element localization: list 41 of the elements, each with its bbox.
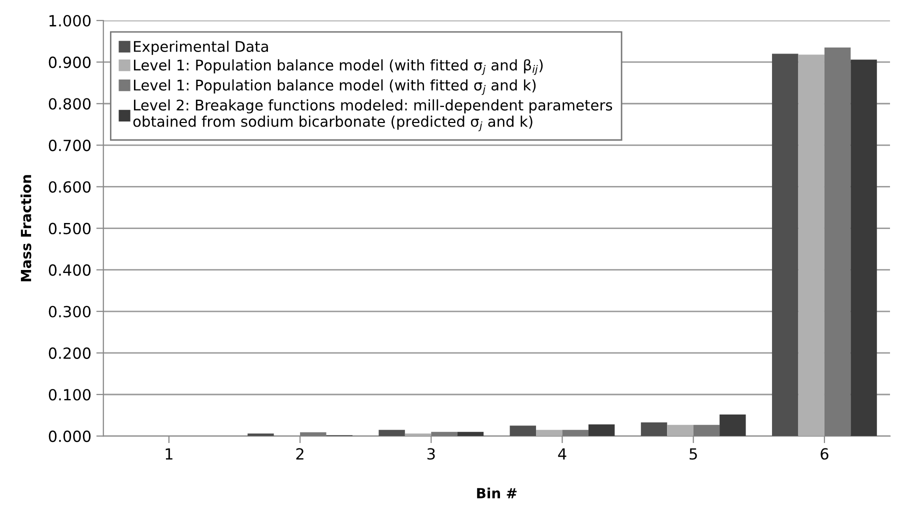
legend-label: Experimental Data [134,40,268,55]
x-tick-label: 2 [296,448,304,460]
bar [404,434,432,436]
bar [378,430,405,436]
bar [536,430,562,436]
x-tick-label: 1 [166,448,172,460]
bar [431,432,458,436]
legend-label: Level 1: Population balance model (with fitted σ$_{j}$ and k) [134,79,536,95]
bar [693,424,720,436]
bar [640,422,668,436]
x-tick-label: 5 [690,448,697,460]
bar [772,54,798,436]
x-tick-label: 4 [558,448,566,460]
bar [667,424,694,436]
y-tick-label: 0.100 [48,388,91,401]
y-tick-label: 1.000 [50,14,91,27]
bar [562,430,588,436]
legend-label: Level 2: Breakage functions modeled: mill-dependent parameters obtained from sodium bicarbonate (predicted σ$_{j}$ and k) [133,99,612,132]
y-tick-label: 0.800 [48,98,91,110]
legend-label: Level 1: Population balance model (with fitted σ$_{j}$ and β$_{ij}$) [134,59,543,75]
bar [588,424,615,436]
y-axis-title: Mass Fraction [20,175,32,282]
y-tick-label: 0.900 [48,56,91,68]
y-tick-label: 0.600 [48,181,91,193]
bar [720,414,746,436]
x-tick-label: 6 [820,448,828,460]
x-axis-title: Bin # [477,488,517,498]
bar [457,432,484,436]
y-tick-label: 0.300 [48,306,91,318]
bar [248,434,274,436]
y-tick-label: 0.000 [48,430,91,442]
y-tick-label: 0.700 [48,140,91,152]
bar [850,60,877,436]
bar [824,48,851,436]
bar [798,54,824,436]
bar [300,432,326,436]
y-tick-label: 0.400 [48,264,91,276]
x-tick-label: 3 [427,448,435,460]
bar [510,426,536,436]
y-tick-label: 0.200 [48,347,91,359]
y-tick-label: 0.500 [48,222,91,234]
